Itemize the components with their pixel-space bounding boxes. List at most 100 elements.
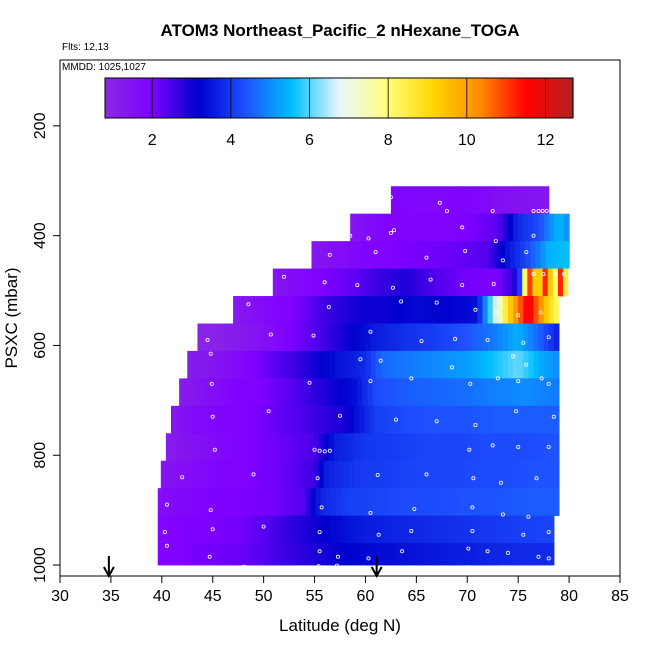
colorbar-swatch — [556, 78, 561, 118]
heatmap-cell — [396, 350, 402, 379]
heatmap-cell — [415, 405, 422, 434]
heatmap-cell — [482, 296, 489, 324]
heatmap-cell — [247, 460, 254, 489]
heatmap-cell — [289, 296, 295, 324]
colorbar-swatch — [425, 78, 430, 118]
heatmap-cell — [513, 186, 519, 215]
colorbar-swatch — [188, 78, 193, 118]
heatmap-cell — [385, 323, 392, 352]
x-tick-label: 55 — [306, 588, 324, 605]
heatmap-cell — [477, 186, 484, 215]
heatmap-cell — [360, 213, 367, 242]
heatmap-cell — [203, 488, 210, 517]
heatmap-cell — [463, 515, 469, 544]
heatmap-cell — [437, 515, 444, 544]
sample-point — [317, 448, 322, 453]
heatmap-cell — [385, 350, 392, 379]
heatmap-cell — [269, 515, 276, 544]
heatmap-cell — [323, 433, 330, 462]
heatmap-cell — [411, 350, 417, 379]
heatmap-cell — [173, 515, 179, 544]
heatmap-cell — [506, 433, 513, 462]
heatmap-cell — [436, 186, 443, 215]
heatmap-cell — [523, 296, 529, 324]
colorbar-swatch — [429, 78, 434, 118]
heatmap-cell — [483, 515, 490, 544]
sample-point — [317, 549, 322, 554]
heatmap-cell — [318, 268, 325, 297]
colorbar-swatch — [258, 78, 263, 118]
heatmap-cell — [549, 488, 556, 517]
heatmap-cell — [360, 350, 367, 379]
heatmap-cell — [321, 241, 328, 269]
heatmap-cell — [341, 488, 347, 517]
heatmap-cell — [387, 241, 394, 269]
heatmap-cell — [415, 460, 422, 489]
heatmap-cell — [249, 488, 256, 517]
heatmap-cell — [191, 460, 198, 489]
heatmap-cell — [289, 350, 295, 379]
heatmap-cell — [386, 488, 393, 517]
sample-point — [327, 448, 332, 453]
colorbar-tick-label: 12 — [537, 132, 555, 149]
heatmap-cell — [529, 488, 536, 517]
heatmap-cell — [370, 350, 377, 379]
heatmap-cell — [562, 268, 569, 297]
sample-point — [388, 195, 393, 200]
heatmap-cell — [382, 378, 389, 407]
heatmap-cell — [538, 186, 545, 215]
sample-point — [546, 530, 551, 535]
heatmap-cell — [486, 405, 493, 434]
heatmap-cell — [428, 378, 435, 407]
sample-point — [470, 529, 475, 534]
heatmap-cell — [260, 378, 267, 407]
heatmap-cell — [423, 378, 430, 407]
heatmap-cell — [430, 268, 437, 297]
heatmap-cell — [270, 378, 277, 407]
heatmap-cell — [486, 460, 493, 489]
heatmap-cell — [417, 543, 424, 566]
heatmap-cell — [369, 268, 376, 297]
heatmap-cell — [389, 405, 396, 434]
sample-point — [526, 514, 531, 519]
heatmap-cell — [381, 543, 388, 566]
heatmap-cell — [315, 515, 322, 544]
x-axis-label: Latitude (deg N) — [279, 616, 401, 635]
heatmap-cell — [335, 543, 342, 566]
heatmap-cell — [466, 405, 472, 434]
sample-point — [316, 564, 321, 569]
sample-point — [491, 281, 496, 286]
heatmap-cell — [401, 350, 407, 379]
sample-point — [500, 258, 505, 263]
heatmap-cell — [354, 268, 360, 297]
heatmap-cell — [206, 460, 213, 489]
heatmap-cell — [400, 405, 406, 434]
heatmap-cell — [295, 543, 301, 566]
sample-point — [473, 307, 478, 312]
heatmap-cell — [298, 268, 304, 297]
heatmap-cell — [232, 460, 238, 489]
heatmap-cell — [160, 460, 167, 489]
heatmap-cell — [462, 186, 468, 215]
heatmap-cell — [308, 460, 315, 489]
heatmap-cell — [472, 213, 479, 242]
heatmap-cell — [371, 543, 378, 566]
heatmap-cell — [366, 515, 373, 544]
sample-point — [412, 506, 417, 511]
heatmap-cell — [318, 405, 325, 434]
heatmap-cell — [201, 433, 208, 462]
heatmap-cell — [268, 323, 275, 352]
heatmap-cell — [300, 488, 306, 517]
heatmap-cell — [522, 405, 528, 434]
heatmap-cell — [207, 323, 214, 352]
sample-point — [348, 233, 353, 238]
heatmap-cell — [497, 296, 504, 324]
heatmap-cell — [272, 268, 279, 297]
heatmap-cell — [366, 543, 373, 566]
heatmap-cell — [333, 268, 340, 297]
sample-point — [501, 565, 506, 570]
x-tick-label: 60 — [357, 588, 375, 605]
heatmap-cell — [313, 268, 320, 297]
heatmap-cell — [401, 323, 407, 352]
sample-point — [524, 362, 529, 367]
